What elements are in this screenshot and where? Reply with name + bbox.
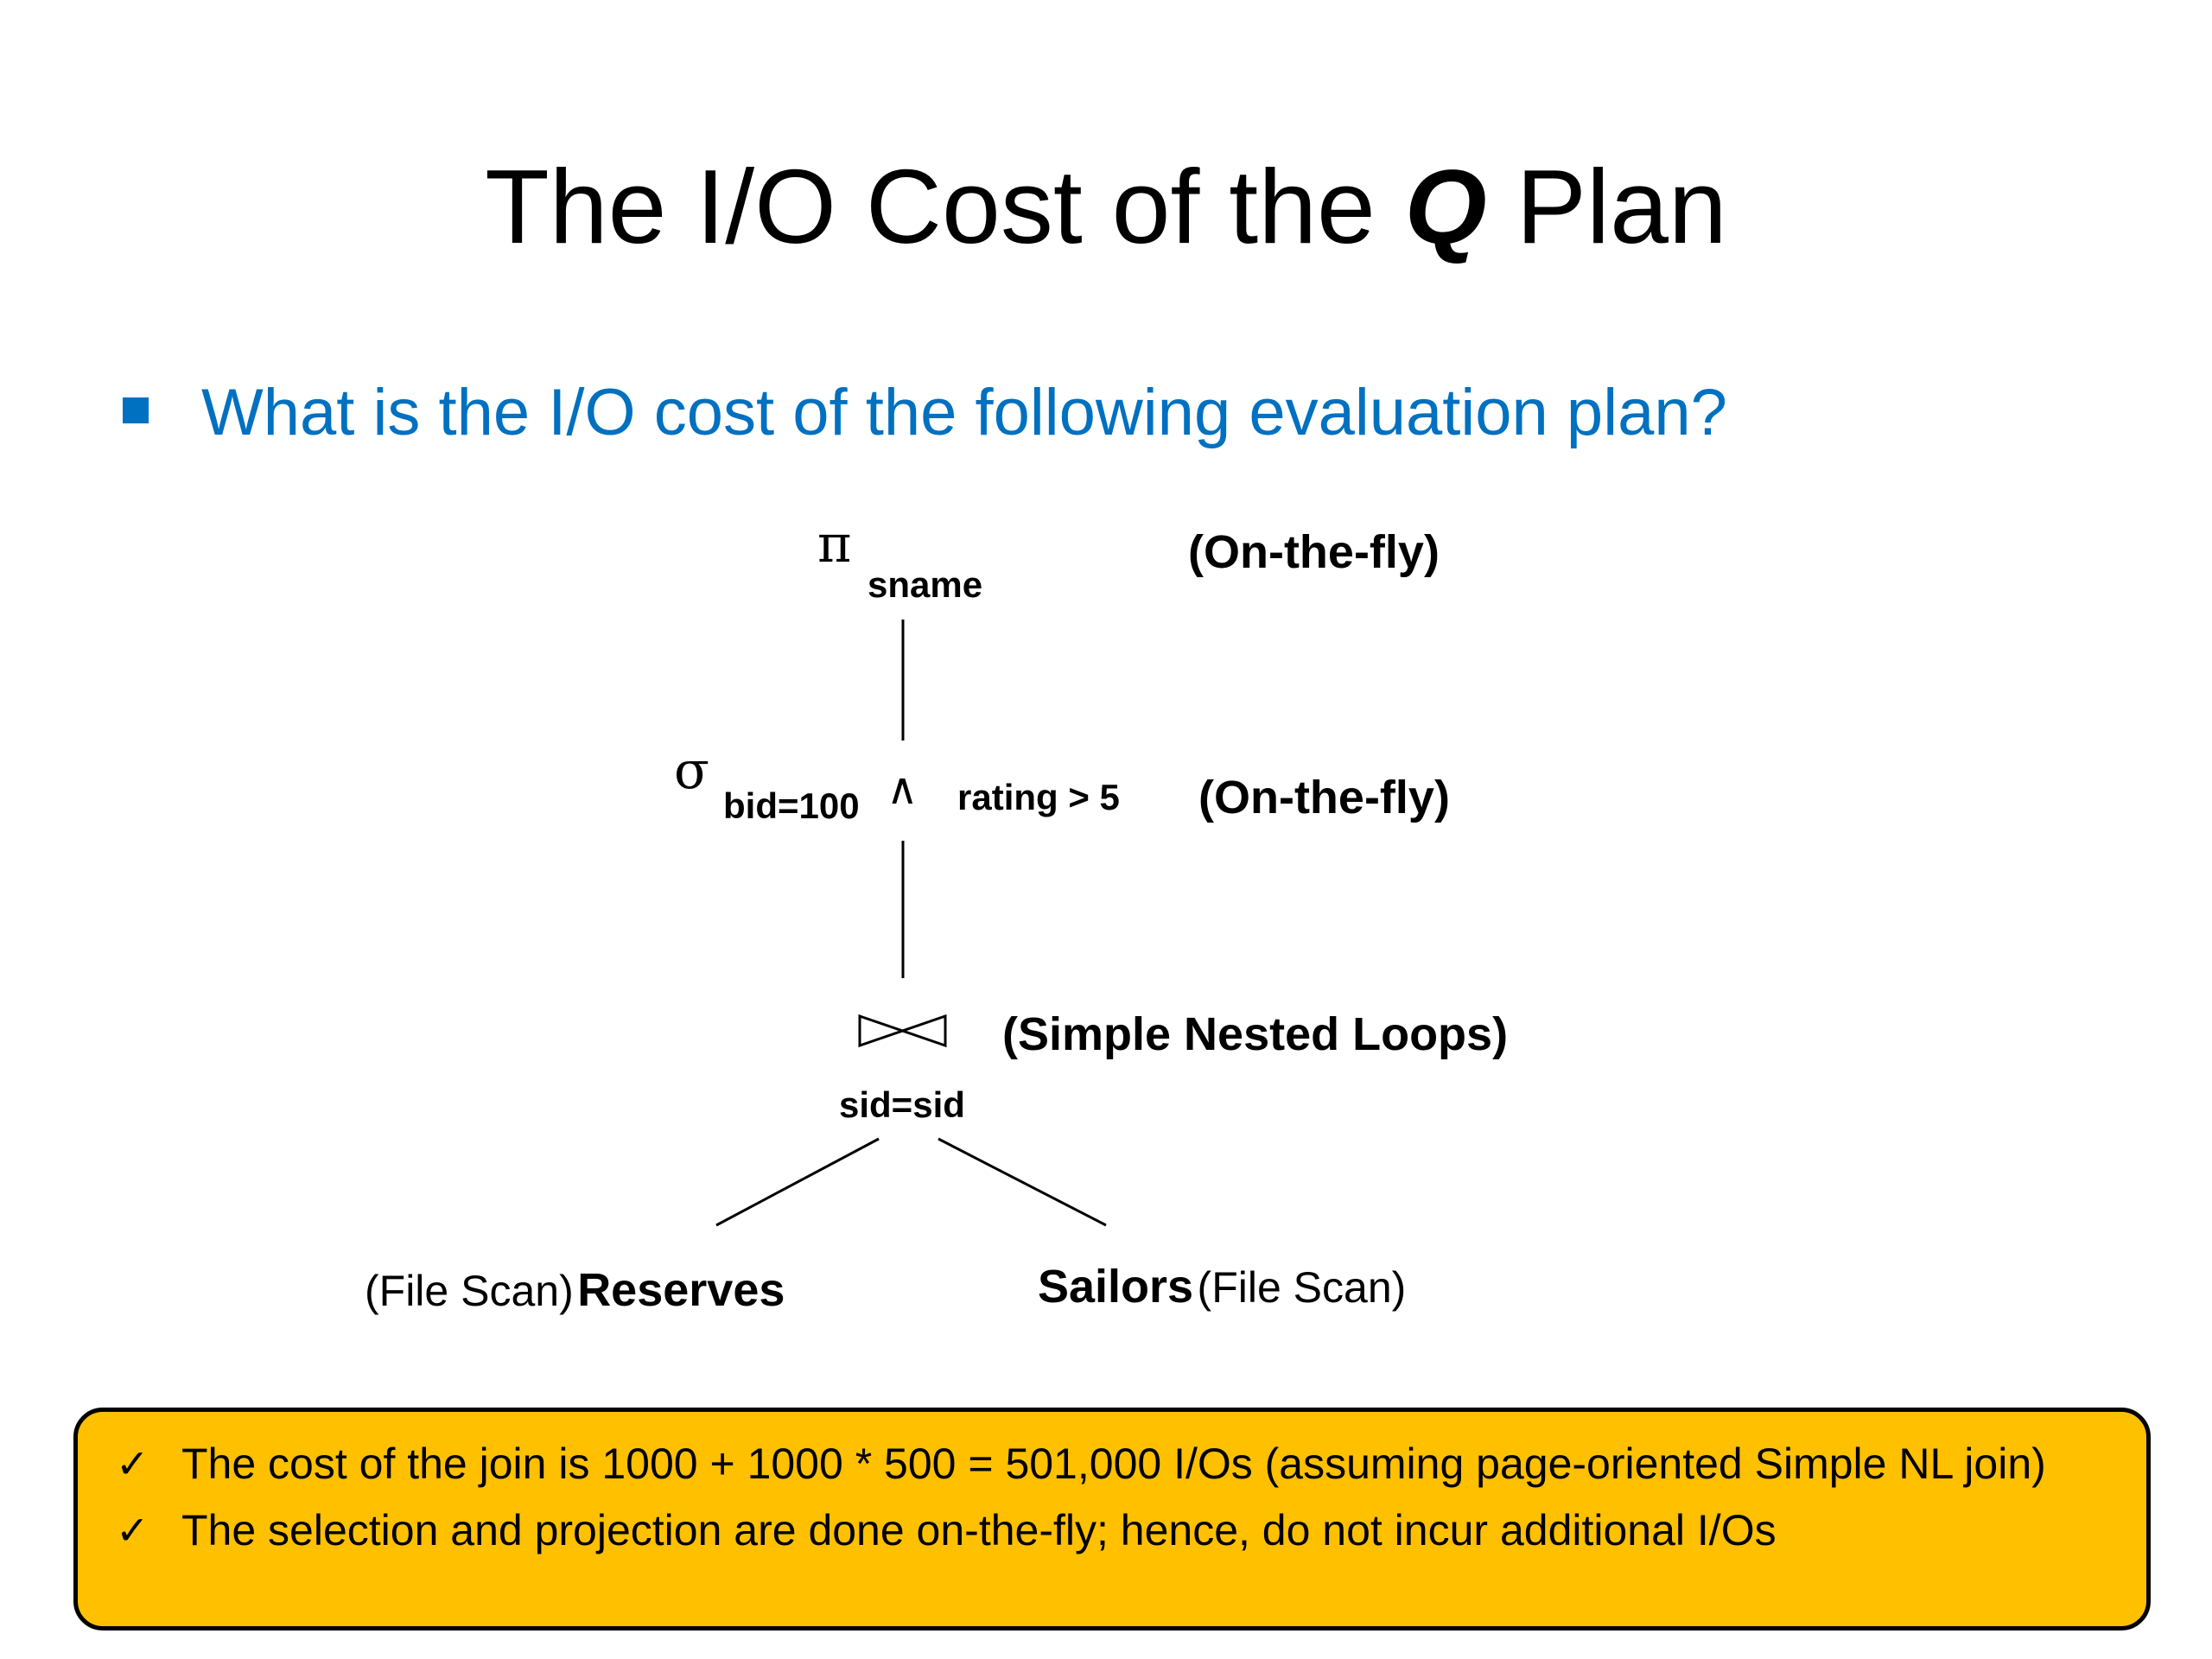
operator-note: (On-the-fly) [1198, 772, 1450, 823]
slide-title: The I/O Cost of the Q Plan [0, 154, 2212, 259]
access-method: (File Scan) [1197, 1263, 1407, 1312]
answer-list: The cost of the join is 1000 + 1000 * 50… [78, 1412, 2146, 1564]
title-emphasis: Q [1404, 148, 1487, 265]
title-text: The I/O Cost of the [485, 148, 1405, 265]
selection-and: ∧ [887, 764, 918, 814]
join-condition: sid=sid [839, 1084, 965, 1125]
right-relation: Sailors (File Scan) [1038, 1263, 1406, 1310]
relation-name: Sailors [1038, 1261, 1194, 1313]
selection-condition: bid=100 [723, 785, 860, 826]
projection-symbol: π [817, 514, 852, 575]
left-relation: (File Scan) Reserves [365, 1267, 785, 1313]
answer-item: The selection and projection are done on… [78, 1497, 2117, 1564]
edge [938, 1137, 1107, 1227]
relation-name: Reserves [577, 1264, 785, 1316]
access-method: (File Scan) [365, 1267, 574, 1315]
operator-note: (Simple Nested Loops) [1002, 1008, 1509, 1060]
bullet-marker [123, 397, 149, 423]
join-symbol [858, 1014, 947, 1048]
bullet-text: What is the I/O cost of the following ev… [201, 376, 1727, 449]
answer-box: The cost of the join is 1000 + 1000 * 50… [73, 1408, 2151, 1630]
selection-symbol: σ [674, 741, 709, 801]
title-text: Plan [1486, 148, 1727, 265]
operator-note: (On-the-fly) [1188, 526, 1440, 578]
answer-item: The cost of the join is 1000 + 1000 * 50… [78, 1431, 2117, 1497]
selection-condition: rating > 5 [957, 777, 1120, 817]
edge [715, 1137, 880, 1227]
projection-attribute: sname [868, 564, 983, 605]
